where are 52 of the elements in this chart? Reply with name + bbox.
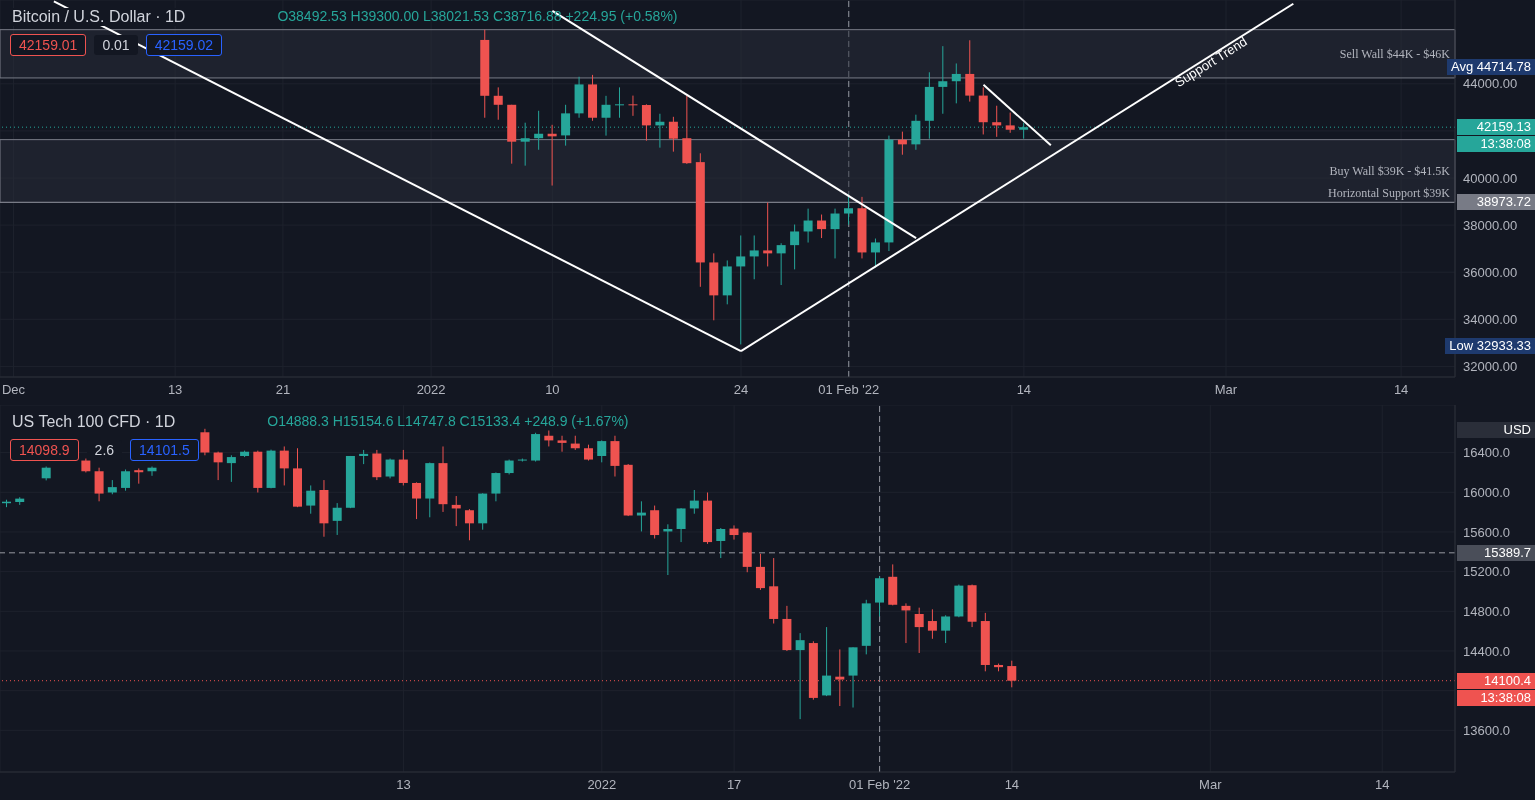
- y-tick-label: 16000.0: [1463, 484, 1510, 500]
- x-tick-label: 2022: [416, 382, 446, 398]
- x-tick-label: 24: [733, 382, 749, 398]
- annotation: 42159.02: [145, 34, 223, 56]
- x-tick-label: 14: [1375, 777, 1390, 793]
- annotation: 0.01: [94, 35, 138, 55]
- text: USD: [1457, 422, 1535, 438]
- text: US Tech 100 CFD · 1D: [10, 413, 178, 431]
- y-tick-label: 14800.0: [1463, 603, 1510, 619]
- x-tick-label: Mar: [1214, 382, 1238, 398]
- x-tick-label: 14: [1004, 777, 1020, 793]
- annotation: Low 32933.33: [1445, 338, 1535, 354]
- y-tick-label: 32000.00: [1463, 359, 1518, 375]
- y-tick-label: 40000.00: [1463, 170, 1518, 186]
- ref-line-label: Horizontal Support $39K: [1328, 186, 1451, 201]
- y-tick-label: 38000.00: [1463, 217, 1518, 233]
- annotation: 14098.9: [10, 439, 79, 461]
- text: O38492.53 H39300.00 L38021.53 C38716.88 +224.95 (+0.58%): [277, 8, 678, 26]
- annotation: Avg 44714.78: [1451, 59, 1531, 74]
- x-tick-label: Dec: [1, 382, 26, 398]
- x-tick-label: 2022: [587, 777, 617, 793]
- text: 13:38:08: [1457, 689, 1535, 706]
- y-tick-label: 13600.0: [1463, 722, 1510, 738]
- band-label: Sell Wall $44K - $46K: [1339, 47, 1451, 62]
- text: 38973.72: [1457, 194, 1535, 211]
- y-tick-label: 15600.0: [1463, 524, 1510, 540]
- x-tick-label: Mar: [1199, 777, 1223, 793]
- x-tick-label: 13: [167, 382, 183, 398]
- annotation: 42159.01: [10, 34, 87, 56]
- y-tick-label: 16400.0: [1463, 445, 1510, 461]
- x-tick-label: 21: [275, 382, 291, 398]
- band-label: Buy Wall $39K - $41.5K: [1329, 164, 1451, 179]
- annotation: 2.6: [86, 440, 123, 460]
- text: 42159.13: [1457, 119, 1535, 136]
- y-tick-label: 34000.00: [1463, 311, 1518, 327]
- x-tick-label: 10: [545, 382, 560, 398]
- text: Bitcoin / U.S. Dollar · 1D: [10, 8, 188, 26]
- y-tick-label: 36000.00: [1463, 264, 1518, 280]
- x-tick-label: 14: [1016, 382, 1032, 398]
- x-tick-label: 17: [726, 777, 742, 793]
- x-tick-label: 01 Feb '22: [849, 777, 911, 793]
- text: O14888.3 H15154.6 L14747.8 C15133.4 +248.9 (+1.67%): [267, 413, 629, 431]
- x-tick-label: 14: [1393, 382, 1409, 398]
- text: 15389.7: [1457, 544, 1535, 561]
- text: 14100.4: [1457, 672, 1535, 689]
- y-tick-label: 44000.00: [1463, 76, 1518, 92]
- text: 13:38:08: [1457, 136, 1535, 153]
- x-tick-label: 13: [396, 777, 411, 793]
- y-tick-label: 14400.0: [1463, 643, 1510, 659]
- annotation: 14101.5: [130, 439, 199, 461]
- y-tick-label: 15200.0: [1463, 564, 1510, 580]
- x-tick-label: 01 Feb '22: [818, 382, 880, 398]
